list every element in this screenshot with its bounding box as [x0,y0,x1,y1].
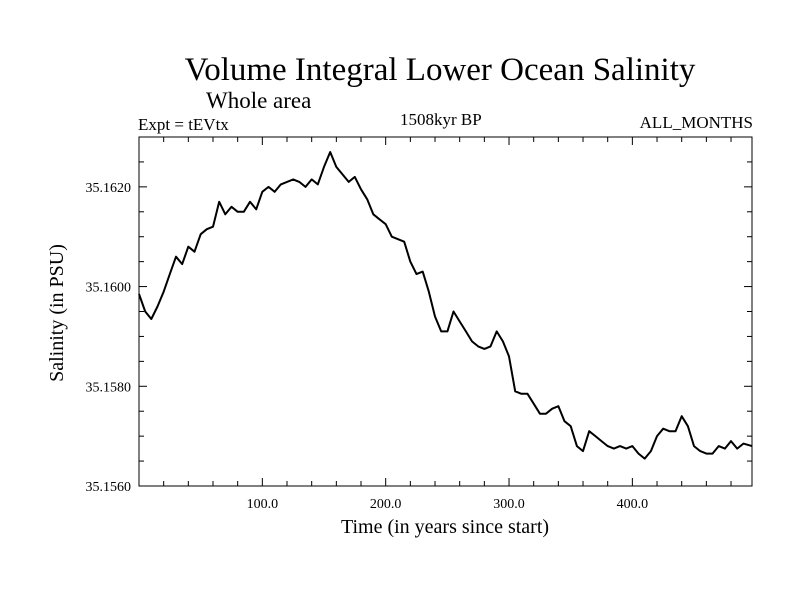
x-tick-label: 200.0 [370,497,402,512]
axis-tick-labels: 100.0 200.0 300.0 400.0 35.1560 35.1580 35.160… [86,181,649,512]
y-tick-label: 35.1600 [86,281,132,296]
experiment-label: Expt = tEVtx [138,115,229,134]
y-tick-label: 35.1580 [86,380,132,395]
period-label: 1508kyr BP [400,110,482,129]
y-tick-label: 35.1560 [86,480,132,495]
x-tick-label: 100.0 [247,497,279,512]
y-axis-label: Salinity (in PSU) [46,244,68,382]
y-tick-label: 35.1620 [86,181,132,196]
x-tick-label: 400.0 [617,497,649,512]
series-line-salinity [138,151,753,460]
months-label: ALL_MONTHS [639,113,753,132]
axis-ticks [139,137,752,486]
chart-subtitle: Whole area [206,88,312,113]
chart-title: Volume Integral Lower Ocean Salinity [184,52,696,88]
x-axis-label: Time (in years since start) [341,516,549,538]
x-tick-label: 300.0 [493,497,525,512]
